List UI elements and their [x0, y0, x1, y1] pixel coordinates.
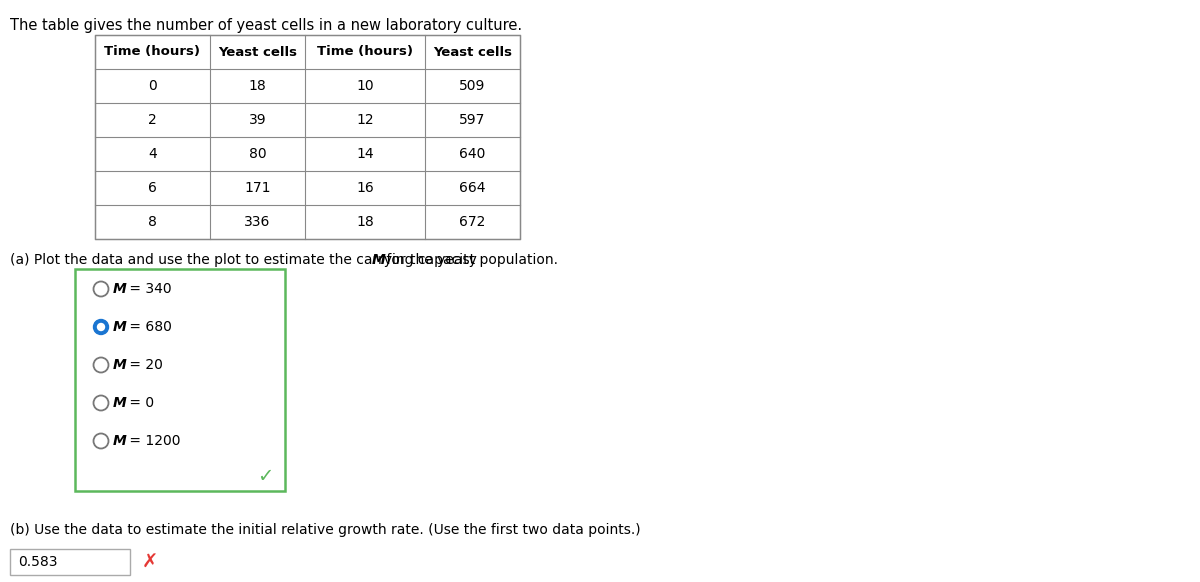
Text: = 680: = 680 — [125, 320, 172, 334]
Bar — [95, 35, 520, 239]
Circle shape — [94, 320, 108, 335]
Text: 4: 4 — [148, 147, 157, 161]
Text: 8: 8 — [148, 215, 157, 229]
Text: M: M — [113, 434, 127, 448]
Text: The table gives the number of yeast cells in a new laboratory culture.: The table gives the number of yeast cell… — [10, 18, 522, 33]
Text: 6: 6 — [148, 181, 157, 195]
Text: 0: 0 — [148, 79, 157, 93]
Text: 171: 171 — [245, 181, 271, 195]
Text: 672: 672 — [460, 215, 486, 229]
Text: 39: 39 — [248, 113, 266, 127]
Bar — [10, 549, 130, 575]
Text: Time (hours): Time (hours) — [317, 45, 413, 59]
Circle shape — [97, 324, 104, 331]
Text: 14: 14 — [356, 147, 374, 161]
Text: 18: 18 — [248, 79, 266, 93]
Text: Time (hours): Time (hours) — [104, 45, 200, 59]
Text: 597: 597 — [460, 113, 486, 127]
Text: M: M — [113, 396, 127, 410]
Text: M: M — [372, 253, 385, 267]
Text: = 340: = 340 — [125, 282, 172, 296]
Text: (b) Use the data to estimate the initial relative growth rate. (Use the first tw: (b) Use the data to estimate the initial… — [10, 523, 641, 537]
Text: M: M — [113, 320, 127, 334]
Text: (a) Plot the data and use the plot to estimate the carrying capacity: (a) Plot the data and use the plot to es… — [10, 253, 481, 267]
Text: for the yeast population.: for the yeast population. — [382, 253, 558, 267]
Text: M: M — [113, 358, 127, 372]
Text: = 0: = 0 — [125, 396, 154, 410]
Text: 18: 18 — [356, 215, 374, 229]
Text: 336: 336 — [245, 215, 271, 229]
Text: 0.583: 0.583 — [18, 555, 58, 569]
Text: = 20: = 20 — [125, 358, 163, 372]
Bar — [74, 269, 286, 491]
Text: ✓: ✓ — [257, 467, 274, 487]
Text: 2: 2 — [148, 113, 157, 127]
Text: 664: 664 — [460, 181, 486, 195]
Text: Yeast cells: Yeast cells — [433, 45, 512, 59]
Text: 16: 16 — [356, 181, 374, 195]
Text: 640: 640 — [460, 147, 486, 161]
Text: 12: 12 — [356, 113, 374, 127]
Text: 509: 509 — [460, 79, 486, 93]
Text: = 1200: = 1200 — [125, 434, 180, 448]
Text: 80: 80 — [248, 147, 266, 161]
Text: ✗: ✗ — [142, 552, 158, 572]
Text: M: M — [113, 282, 127, 296]
Text: Yeast cells: Yeast cells — [218, 45, 298, 59]
Text: 10: 10 — [356, 79, 374, 93]
